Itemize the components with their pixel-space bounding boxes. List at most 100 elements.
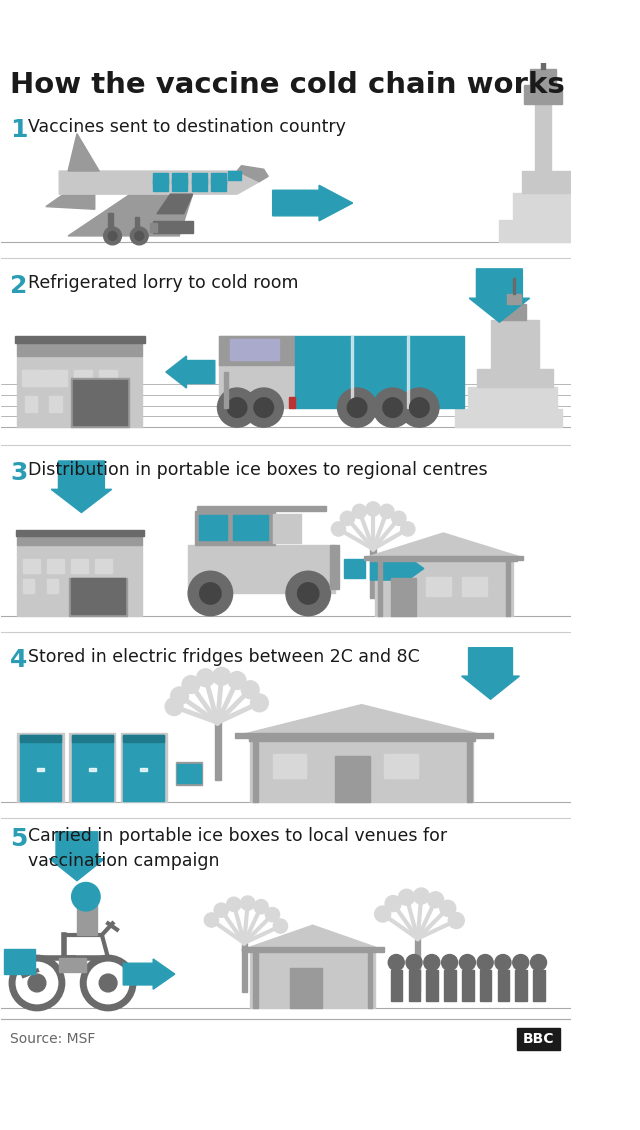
Circle shape	[366, 502, 380, 516]
Bar	[236, 733, 493, 738]
Bar	[335, 756, 371, 802]
Text: 2: 2	[10, 275, 28, 298]
Bar	[501, 304, 526, 321]
Circle shape	[104, 227, 122, 245]
Circle shape	[531, 955, 547, 971]
Text: 1: 1	[10, 118, 28, 141]
Bar	[188, 545, 335, 593]
Bar	[69, 579, 127, 616]
Text: Stored in electric fridges between 2C and 8C: Stored in electric fridges between 2C an…	[28, 647, 420, 666]
Bar	[140, 767, 147, 772]
Bar	[69, 733, 115, 802]
Circle shape	[448, 912, 464, 929]
Text: 4: 4	[10, 647, 28, 671]
Bar	[515, 970, 527, 1001]
Bar	[371, 558, 517, 562]
Bar	[391, 579, 416, 616]
Bar	[506, 558, 510, 616]
Bar	[253, 736, 259, 802]
Bar	[95, 580, 106, 593]
Bar	[468, 388, 557, 409]
Bar	[530, 69, 556, 85]
Circle shape	[200, 583, 221, 605]
Circle shape	[266, 907, 280, 922]
Bar	[172, 179, 188, 191]
Circle shape	[440, 901, 456, 916]
Bar	[498, 970, 509, 1001]
Bar	[192, 173, 207, 184]
Circle shape	[165, 697, 183, 715]
Bar	[220, 337, 295, 408]
Bar	[273, 755, 307, 777]
Circle shape	[196, 669, 214, 687]
Circle shape	[406, 955, 422, 971]
Circle shape	[400, 388, 439, 427]
Circle shape	[28, 974, 46, 992]
Circle shape	[254, 899, 268, 914]
Circle shape	[477, 955, 493, 971]
Circle shape	[241, 680, 259, 698]
Circle shape	[442, 955, 458, 971]
Circle shape	[385, 896, 401, 912]
Bar	[462, 576, 487, 597]
Polygon shape	[51, 461, 111, 513]
Bar	[351, 337, 353, 408]
Circle shape	[373, 388, 412, 427]
Bar	[253, 950, 257, 1008]
Polygon shape	[46, 194, 95, 209]
Circle shape	[298, 583, 319, 605]
Circle shape	[244, 388, 284, 427]
Bar	[177, 764, 200, 783]
Bar	[517, 1028, 560, 1050]
Bar	[490, 321, 540, 370]
Bar	[23, 580, 35, 593]
Bar	[228, 171, 241, 180]
Circle shape	[374, 906, 390, 922]
Text: How the vaccine cold chain works: How the vaccine cold chain works	[10, 71, 565, 99]
Text: BBC: BBC	[523, 1032, 554, 1046]
Circle shape	[273, 919, 287, 933]
Bar	[199, 515, 227, 540]
Bar	[22, 371, 38, 386]
Bar	[426, 970, 438, 1001]
Bar	[74, 371, 92, 386]
Bar	[24, 371, 42, 386]
Bar	[444, 970, 456, 1001]
Circle shape	[337, 388, 377, 427]
Bar	[215, 722, 221, 780]
Bar	[15, 336, 145, 344]
Polygon shape	[469, 269, 530, 322]
Bar	[499, 220, 575, 242]
Bar	[273, 514, 301, 542]
Polygon shape	[68, 194, 193, 236]
Bar	[250, 736, 473, 802]
Bar	[88, 767, 95, 772]
Bar	[241, 942, 247, 992]
Text: Distribution in portable ice boxes to regional centres: Distribution in portable ice boxes to re…	[28, 461, 488, 479]
Bar	[71, 558, 88, 573]
Bar	[513, 193, 575, 220]
Circle shape	[241, 896, 255, 910]
Bar	[120, 733, 167, 802]
Bar	[20, 734, 61, 801]
Text: Refrigerated lorry to cold room: Refrigerated lorry to cold room	[28, 275, 299, 293]
Bar	[211, 179, 227, 191]
Circle shape	[228, 671, 246, 689]
Bar	[23, 558, 40, 573]
Bar	[533, 970, 545, 1001]
Circle shape	[99, 974, 117, 992]
Bar	[152, 179, 168, 191]
Circle shape	[72, 883, 100, 911]
Circle shape	[424, 955, 440, 971]
Circle shape	[340, 511, 355, 525]
Polygon shape	[273, 185, 353, 220]
Bar	[108, 212, 113, 235]
Bar	[224, 372, 228, 408]
Bar	[47, 558, 63, 573]
Text: Source: MSF: Source: MSF	[10, 1032, 95, 1046]
Circle shape	[250, 694, 268, 712]
Bar	[344, 558, 365, 579]
Bar	[72, 734, 113, 801]
Bar	[462, 970, 474, 1001]
Bar	[455, 409, 562, 427]
